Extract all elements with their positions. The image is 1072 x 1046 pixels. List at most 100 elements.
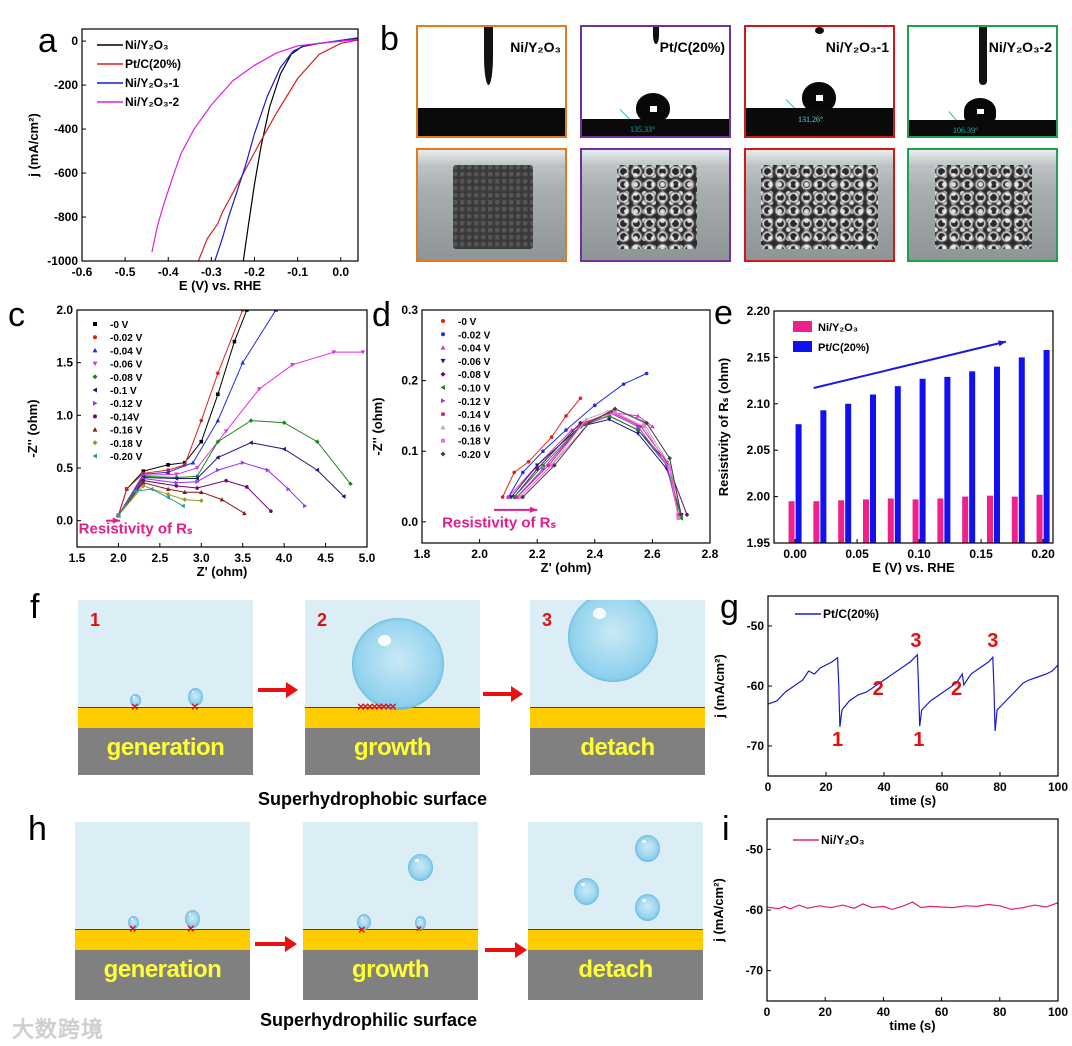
legend: Ni/Y₂O₃ <box>793 833 865 847</box>
x-axis-label: E (V) vs. RHE <box>179 278 262 293</box>
x-tick-label: -0.1 <box>287 265 308 279</box>
legend-label: -0.10 V <box>458 384 491 395</box>
data-point-7-5 <box>245 485 249 489</box>
bar-pt-c-1 <box>820 410 827 543</box>
legend-marker <box>93 335 97 340</box>
data-point-2-5 <box>240 360 246 365</box>
bubble-icon <box>574 878 599 905</box>
legend-label: Ni/Y₂O₃ <box>818 322 858 334</box>
y-tick-label: -60 <box>747 679 765 693</box>
panel-label-i: i <box>722 810 730 848</box>
y-tick-label: -600 <box>54 166 78 180</box>
x-tick-label: 0 <box>765 780 772 794</box>
data-point-2-5 <box>650 424 655 429</box>
bar-ni-y2o3-10 <box>1036 494 1043 543</box>
y-tick-label: -800 <box>54 210 78 224</box>
x-tick-label: 1.8 <box>414 547 431 561</box>
contact-angle-photo-ni-y2o3-2: 106.39° Ni/Y₂O₃-2 <box>907 25 1058 138</box>
bar-pt-c-7 <box>969 371 976 543</box>
data-point-0-6 <box>216 392 220 397</box>
data-point-2-4 <box>215 418 221 423</box>
legend-label: -0.02 V <box>110 333 143 344</box>
panel-label-e: e <box>714 294 733 332</box>
bar-ni-y2o3-1 <box>813 501 820 543</box>
electrode-photo-ni-y2o3-2 <box>907 148 1058 262</box>
x-axis-label: Z' (ohm) <box>541 560 592 575</box>
droplet-icon <box>636 93 670 123</box>
contact-angle-photo-ni-y2o3: Ni/Y₂O₃ <box>416 25 567 138</box>
x-tick-label: 0.20 <box>1031 547 1055 561</box>
contact-angle-value: 135.33° <box>630 125 656 134</box>
legend-marker <box>441 438 445 443</box>
pinning-x-icon: × <box>358 922 366 937</box>
x-tick-label: 2.0 <box>471 547 488 561</box>
step-label: generation <box>106 734 225 761</box>
bubble-icon <box>352 618 444 710</box>
data-point-5-1 <box>540 463 545 468</box>
data-point-0-3 <box>549 435 554 439</box>
data-point-3-2 <box>174 472 179 477</box>
data-point-6-5 <box>240 460 246 466</box>
series-line-0 <box>242 38 358 261</box>
legend-marker <box>441 332 445 337</box>
arrow-right-icon <box>258 682 298 698</box>
x-tick-label: -0.2 <box>244 265 265 279</box>
y-tick-label: -60 <box>746 903 764 917</box>
data-point-3-5 <box>256 387 262 392</box>
legend-label: -0.04 V <box>458 344 491 355</box>
plot-frame <box>766 818 1059 1002</box>
x-tick-label: 60 <box>935 780 949 794</box>
data-point-6-6 <box>265 467 270 473</box>
data-point-5-0 <box>511 494 516 500</box>
step-label: detach <box>580 734 655 761</box>
bubble-icon <box>408 854 433 881</box>
droplet-falling-icon <box>815 27 824 34</box>
data-point-7-3 <box>195 486 199 490</box>
substrate <box>909 120 1056 136</box>
legend-label: -0.08 V <box>110 373 143 384</box>
x-tick-label: 2.6 <box>644 547 661 561</box>
data-point-6-8 <box>303 503 308 509</box>
panel-label-g: g <box>720 588 739 626</box>
data-point-0-4 <box>182 460 187 465</box>
legend-marker <box>93 400 98 406</box>
legend-marker <box>93 322 97 326</box>
y-tick-label: -1000 <box>47 254 78 268</box>
data-point-6-3 <box>195 479 200 484</box>
substrate <box>582 119 729 136</box>
bar-pt-c-10 <box>1043 349 1050 543</box>
data-point-10-2 <box>149 486 154 492</box>
data-point-1-1 <box>521 470 525 475</box>
data-point-6-1 <box>541 466 546 472</box>
data-point-9-5 <box>667 467 672 471</box>
data-point-7-2 <box>174 484 179 488</box>
chart-c: 1.5 2.0 2.5 3.0 3.5 4.0 4.5 5.0 0.0 0.5 1.0 1.5 2.0 Z… <box>25 303 376 579</box>
legend-label: Ni/Y₂O₃ <box>821 833 865 847</box>
data-point-10-3 <box>612 406 618 412</box>
data-point-9-6 <box>676 516 681 521</box>
data-point-1-1 <box>124 487 129 491</box>
data-point-3-3 <box>194 466 200 471</box>
legend-marker <box>92 361 98 367</box>
pinning-x-icon: × <box>416 924 422 935</box>
step-number: 2 <box>317 610 328 630</box>
x-tick-label: 0 <box>764 1005 771 1019</box>
data-point-1-3 <box>564 428 568 432</box>
legend-label: Ni/Y₂O₃ <box>125 38 169 52</box>
legend-label: Ni/Y₂O₃-1 <box>125 76 180 90</box>
data-point-8-2 <box>165 486 171 491</box>
data-point-5-6 <box>281 446 286 452</box>
data-point-3-3 <box>606 417 612 422</box>
series-line-0 <box>767 901 1058 911</box>
plot-area <box>151 37 358 261</box>
panel-label-d: d <box>372 296 391 334</box>
series-line-4 <box>513 415 688 515</box>
y-axis-label: j (mA/cm²) <box>26 113 41 178</box>
y-axis-label: j (mA/cm²) <box>711 878 726 943</box>
data-point-8-4 <box>641 420 647 425</box>
y-tick-label: 2.0 <box>56 303 73 317</box>
x-tick-label: -0.4 <box>158 265 179 279</box>
x-tick-label: 3.5 <box>234 551 251 565</box>
data-point-8-5 <box>219 497 225 502</box>
y-tick-label: -50 <box>747 619 765 633</box>
